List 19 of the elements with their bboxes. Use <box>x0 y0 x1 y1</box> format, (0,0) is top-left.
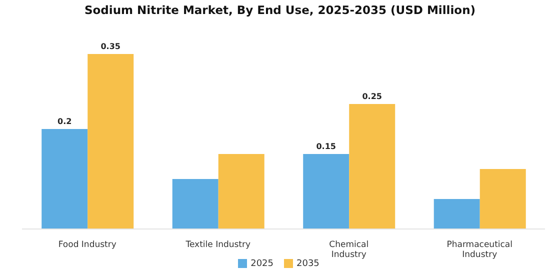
bar <box>42 129 88 229</box>
bar <box>434 199 480 229</box>
bar <box>172 179 218 229</box>
x-tick-label: Chemical Industry <box>329 240 369 260</box>
data-label: 0.25 <box>362 92 382 101</box>
x-tick-label: Food Industry <box>58 240 116 250</box>
bar <box>349 104 396 229</box>
data-label: 0.35 <box>100 42 121 51</box>
x-tick-label: Textile Industry <box>184 240 251 250</box>
data-label: 0.15 <box>316 142 336 151</box>
bar <box>303 154 350 229</box>
bar <box>480 169 526 229</box>
bar <box>88 54 134 229</box>
bar <box>218 154 264 229</box>
data-label: 0.2 <box>58 117 72 126</box>
legend-label: 2025 <box>250 259 274 269</box>
x-tick-label: Pharmaceutical Industry <box>446 240 513 260</box>
chart-title: Sodium Nitrite Market, By End Use, 2025-2035 (USD Million) <box>83 3 477 17</box>
legend-label: 2035 <box>296 259 320 269</box>
